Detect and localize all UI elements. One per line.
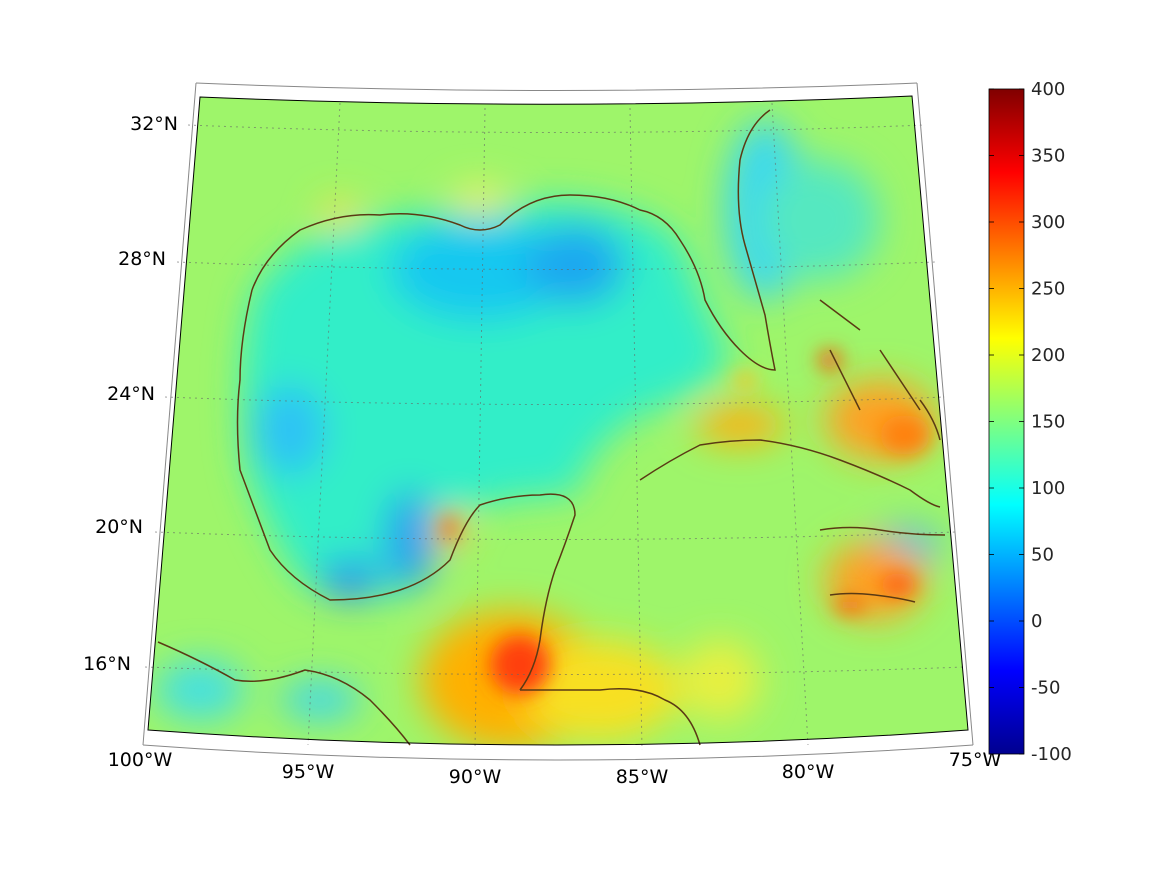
colorbar-tick-label: 250 bbox=[1031, 279, 1065, 300]
x-tick-label: 95°W bbox=[282, 761, 335, 783]
colorbar-gradient bbox=[988, 88, 1025, 755]
colorbar-tick-label: 0 bbox=[1031, 611, 1042, 632]
colorbar-tick-label: 100 bbox=[1031, 478, 1065, 499]
colorbar-tick-label: -50 bbox=[1031, 678, 1060, 699]
y-tick-label: 24°N bbox=[107, 383, 155, 405]
colorbar-tick-label: -100 bbox=[1031, 744, 1072, 765]
y-tick-label: 28°N bbox=[118, 248, 166, 270]
x-tick-label: 80°W bbox=[782, 761, 835, 783]
colorbar-tick-label: 400 bbox=[1031, 79, 1065, 100]
x-tick-label: 85°W bbox=[616, 766, 669, 788]
x-tick-labels: 100°W 95°W 90°W 85°W 80°W 75°W bbox=[108, 749, 1002, 788]
colorbar-tick-label: 150 bbox=[1031, 412, 1065, 433]
colorbar-tick-label: 50 bbox=[1031, 545, 1054, 566]
y-tick-label: 20°N bbox=[95, 516, 143, 538]
colorbar-tick-label: 200 bbox=[1031, 345, 1065, 366]
colorbar-ticks: 400 350 300 250 200 150 100 50 0 -50 -100 bbox=[989, 79, 1072, 765]
coastlines bbox=[157, 109, 946, 746]
x-tick-label: 100°W bbox=[108, 749, 173, 771]
x-tick-label: 75°W bbox=[949, 749, 1002, 771]
map-frame bbox=[142, 82, 974, 761]
graticule bbox=[144, 102, 966, 751]
y-tick-label: 16°N bbox=[83, 653, 131, 675]
colorbar: 400 350 300 250 200 150 100 50 0 -50 -100 bbox=[988, 79, 1072, 765]
y-tick-label: 32°N bbox=[130, 113, 178, 135]
data-field bbox=[148, 96, 968, 745]
y-tick-labels: 32°N 28°N 24°N 20°N 16°N bbox=[83, 113, 178, 675]
colorbar-tick-label: 350 bbox=[1031, 146, 1065, 167]
colorbar-tick-label: 300 bbox=[1031, 212, 1065, 233]
x-tick-label: 90°W bbox=[449, 766, 502, 788]
